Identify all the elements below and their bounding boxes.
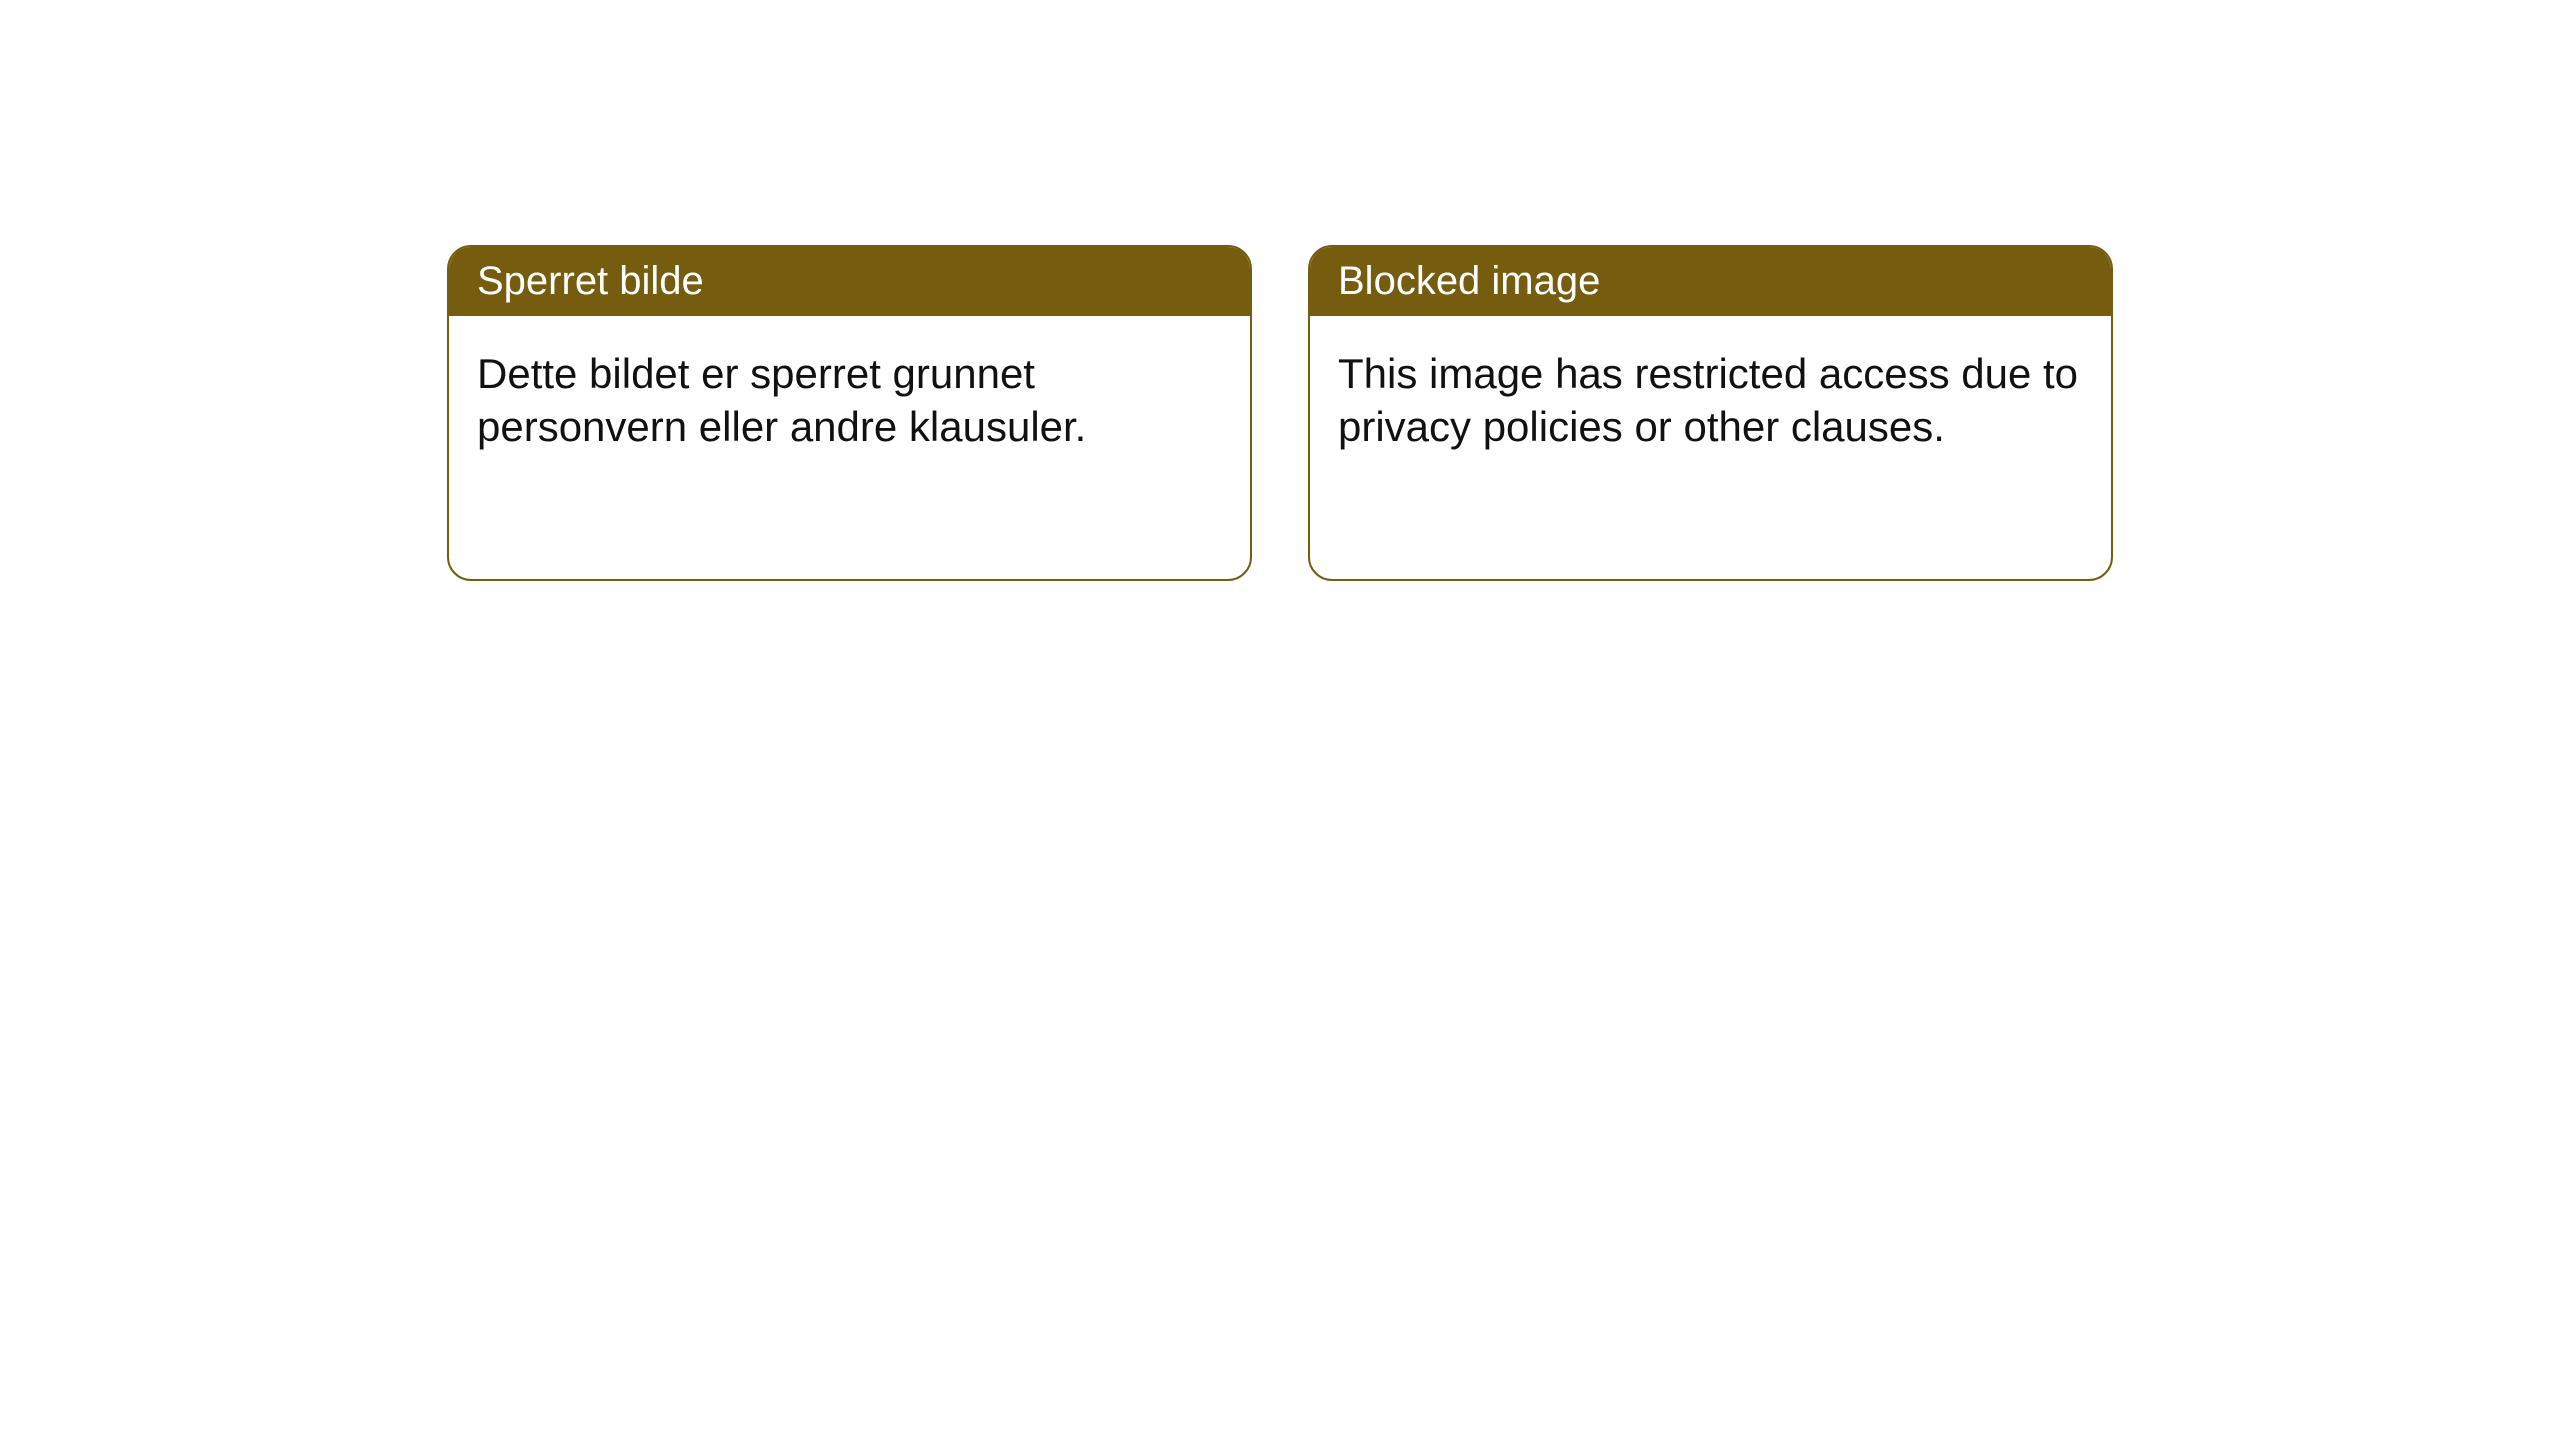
card-title-en: Blocked image <box>1310 247 2111 316</box>
card-body-en: This image has restricted access due to … <box>1310 316 2111 485</box>
blocked-image-card-en: Blocked image This image has restricted … <box>1308 245 2113 581</box>
blocked-image-cards-row: Sperret bilde Dette bildet er sperret gr… <box>447 245 2113 581</box>
card-title-no: Sperret bilde <box>449 247 1250 316</box>
card-body-no: Dette bildet er sperret grunnet personve… <box>449 316 1250 485</box>
blocked-image-card-no: Sperret bilde Dette bildet er sperret gr… <box>447 245 1252 581</box>
